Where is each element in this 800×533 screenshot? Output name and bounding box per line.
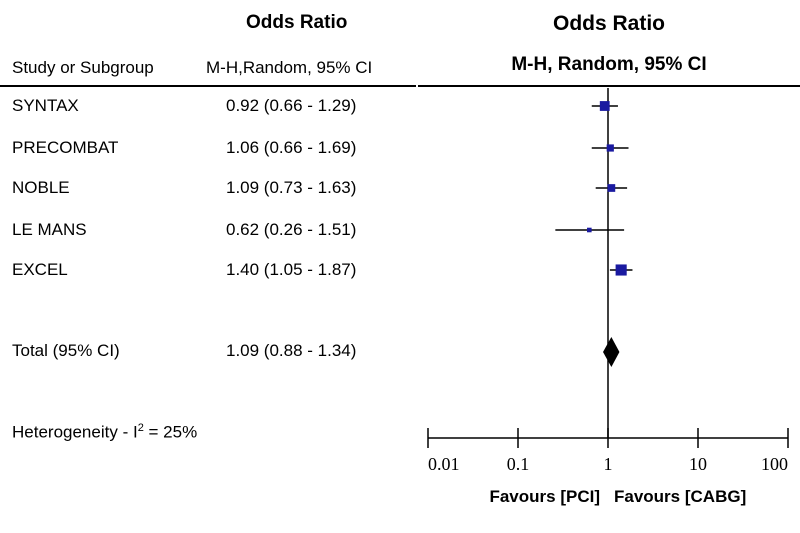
heterogeneity-statistic: Heterogeneity - I2 = 25% [12, 422, 197, 443]
x-label-left: Favours [PCI] [489, 487, 600, 506]
study-point-estimate [607, 184, 616, 192]
x-tick-label: 100 [761, 454, 788, 474]
study-column-header: Study or Subgroup [12, 58, 154, 77]
odds-ratio-column-header: Odds Ratio [246, 12, 348, 33]
study-point-estimate [599, 101, 610, 111]
x-label-right: Favours [CABG] [614, 487, 746, 506]
x-axis-ticks: 0.01 0.1 1 10 100 [427, 428, 789, 474]
heterogeneity-prefix: Heterogeneity - I [12, 422, 138, 442]
study-ci-precombat: 1.06 (0.66 - 1.69) [226, 138, 357, 157]
study-point-estimate [606, 144, 614, 152]
study-label-le-mans: LE MANS [12, 220, 87, 239]
x-tick-label: 0.01 [428, 454, 460, 474]
method-column-header: M-H,Random, 95% CI [206, 58, 373, 77]
study-point-estimate [615, 264, 627, 276]
study-ci-syntax: 0.92 (0.66 - 1.29) [226, 96, 357, 115]
study-ci-noble: 1.09 (0.73 - 1.63) [226, 178, 357, 197]
total-label: Total (95% CI) [12, 341, 120, 360]
total-ci: 1.09 (0.88 - 1.34) [226, 341, 357, 360]
study-ci-excel: 1.40 (1.05 - 1.87) [226, 260, 357, 279]
heterogeneity-superscript: 2 [137, 422, 144, 434]
total-diamond [603, 337, 620, 367]
study-label-syntax: SYNTAX [12, 96, 79, 115]
study-label-excel: EXCEL [12, 260, 68, 279]
plot-subtitle: M-H, Random, 95% CI [511, 54, 706, 75]
plot-title: Odds Ratio [553, 12, 665, 35]
table-header-rule [0, 85, 416, 87]
study-label-noble: NOBLE [12, 178, 70, 197]
x-tick-label: 0.1 [507, 454, 530, 474]
heterogeneity-suffix: = 25% [143, 422, 198, 442]
study-marks [555, 101, 633, 367]
x-tick-label: 10 [689, 454, 707, 474]
x-tick-label: 1 [604, 454, 613, 474]
study-label-precombat: PRECOMBAT [12, 138, 119, 157]
study-ci-le-mans: 0.62 (0.26 - 1.51) [226, 220, 357, 239]
study-point-estimate [587, 227, 592, 233]
